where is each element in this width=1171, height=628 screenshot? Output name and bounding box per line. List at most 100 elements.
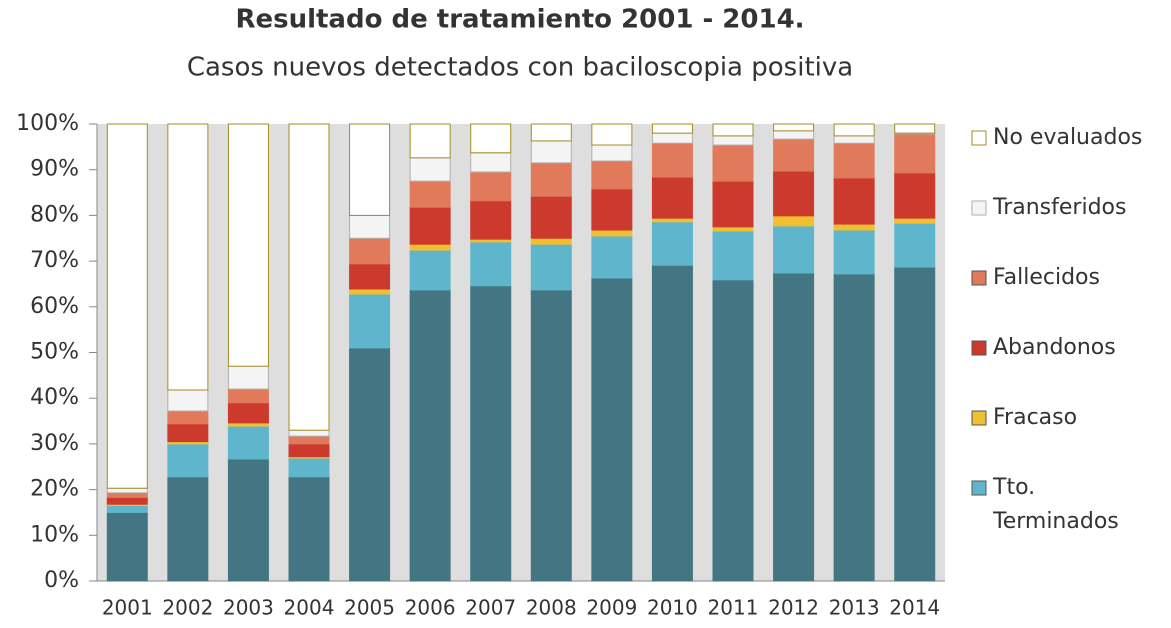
- bar-segment: [167, 476, 209, 582]
- legend-label: Fallecidos: [993, 265, 1100, 290]
- bar-segment: [591, 188, 633, 231]
- bar-segment: [651, 264, 693, 582]
- bar-segment: [773, 170, 815, 217]
- bar-segment: [227, 425, 269, 460]
- bar-segment: [773, 215, 815, 227]
- legend-swatch: [971, 200, 987, 216]
- bar-segment: [409, 243, 451, 251]
- bar-segment: [106, 496, 148, 505]
- legend-label: Tto. Terminados: [993, 475, 1119, 534]
- legend-item: No evaluados: [993, 125, 1143, 150]
- bar-segment: [833, 123, 875, 137]
- chart-subtitle: Casos nuevos detectados con baciloscopia…: [187, 53, 853, 83]
- bar-segment: [651, 221, 693, 266]
- bar-segment: [833, 142, 875, 179]
- bar-segment: [773, 272, 815, 582]
- x-tick-label: 2014: [889, 596, 940, 620]
- bar-segment: [833, 223, 875, 231]
- y-tick-label: 60%: [30, 294, 79, 319]
- bar-segment: [591, 144, 633, 162]
- bar-segment: [773, 138, 815, 172]
- bar-segment: [530, 140, 572, 164]
- x-tick-label: 2002: [162, 596, 213, 620]
- legend-label: No evaluados: [993, 125, 1143, 150]
- bar-segment: [773, 225, 815, 274]
- legend-item: Fallecidos: [993, 265, 1100, 290]
- bar-segment: [106, 505, 148, 513]
- bar-segment: [591, 123, 633, 146]
- x-tick-label: 2004: [284, 596, 335, 620]
- y-tick-label: 0%: [44, 568, 79, 593]
- bar-segment: [288, 443, 330, 458]
- bar-segment: [470, 171, 512, 202]
- plot-background: [97, 124, 945, 581]
- legend-swatch: [971, 340, 987, 356]
- y-tick-label: 40%: [30, 385, 79, 410]
- bar-segment: [167, 123, 209, 391]
- bar-segment: [651, 142, 693, 178]
- bar-segment: [288, 123, 330, 431]
- bar-segment: [349, 288, 391, 295]
- bar-segment: [167, 443, 209, 478]
- bar-segment: [712, 230, 754, 281]
- legend-swatch: [971, 480, 987, 496]
- bar-segment: [712, 123, 754, 137]
- bar-segment: [409, 206, 451, 245]
- x-tick-label: 2010: [647, 596, 698, 620]
- bar-segment: [288, 476, 330, 582]
- bar-segment: [167, 423, 209, 443]
- bar-segment: [894, 123, 936, 134]
- bar-segment: [894, 266, 936, 582]
- bar-segment: [894, 172, 936, 219]
- legend-item: Fracaso: [993, 405, 1078, 430]
- bar-segment: [106, 487, 148, 494]
- bar-segment: [894, 217, 936, 224]
- bar-segment: [409, 157, 451, 182]
- chart-title: Resultado de tratamiento 2001 - 2014.: [235, 5, 804, 35]
- bar-segment: [470, 200, 512, 240]
- bar-segment: [470, 123, 512, 154]
- bar-segment: [651, 217, 693, 223]
- bar-segment: [349, 293, 391, 349]
- bar-segment: [409, 249, 451, 291]
- y-tick-label: 70%: [30, 248, 79, 273]
- bar-segment: [833, 273, 875, 582]
- bar-segment: [349, 123, 391, 216]
- bar-segment: [106, 511, 148, 582]
- bar-segment: [530, 123, 572, 142]
- bar-segment: [712, 226, 754, 232]
- bar-segment: [712, 144, 754, 182]
- legend-label: Transferidos: [993, 195, 1127, 220]
- bar-segment: [470, 285, 512, 582]
- legend-swatch: [971, 130, 987, 146]
- bar-segment: [227, 365, 269, 390]
- bar-segment: [712, 180, 754, 228]
- legend-item: Abandonos: [993, 335, 1116, 360]
- bar-segment: [227, 388, 269, 404]
- bar-segment: [712, 135, 754, 146]
- x-tick-label: 2013: [829, 596, 880, 620]
- y-tick-label: 30%: [30, 431, 79, 456]
- bar-segment: [591, 160, 633, 190]
- y-tick-label: 50%: [30, 340, 79, 365]
- bar-segment: [409, 123, 451, 159]
- bar-segment: [227, 402, 269, 424]
- x-tick-label: 2006: [405, 596, 456, 620]
- bar-segment: [409, 180, 451, 208]
- bar-segment: [591, 235, 633, 279]
- legend-swatch: [971, 410, 987, 426]
- legend-label: Abandonos: [993, 335, 1116, 360]
- bar-segment: [773, 123, 815, 132]
- bar-segment: [470, 241, 512, 287]
- bar-segment: [894, 222, 936, 268]
- legend-item: Tto. Terminados: [993, 475, 1119, 534]
- bar-segment: [288, 429, 330, 437]
- bar-segment: [833, 229, 875, 275]
- bar-segment: [894, 133, 936, 174]
- legend-item: Transferidos: [993, 195, 1127, 220]
- bar-segment: [530, 289, 572, 582]
- x-tick-label: 2005: [344, 596, 395, 620]
- y-tick-label: 90%: [30, 157, 79, 182]
- bar-segment: [470, 152, 512, 173]
- legend-label: Fracaso: [993, 405, 1078, 430]
